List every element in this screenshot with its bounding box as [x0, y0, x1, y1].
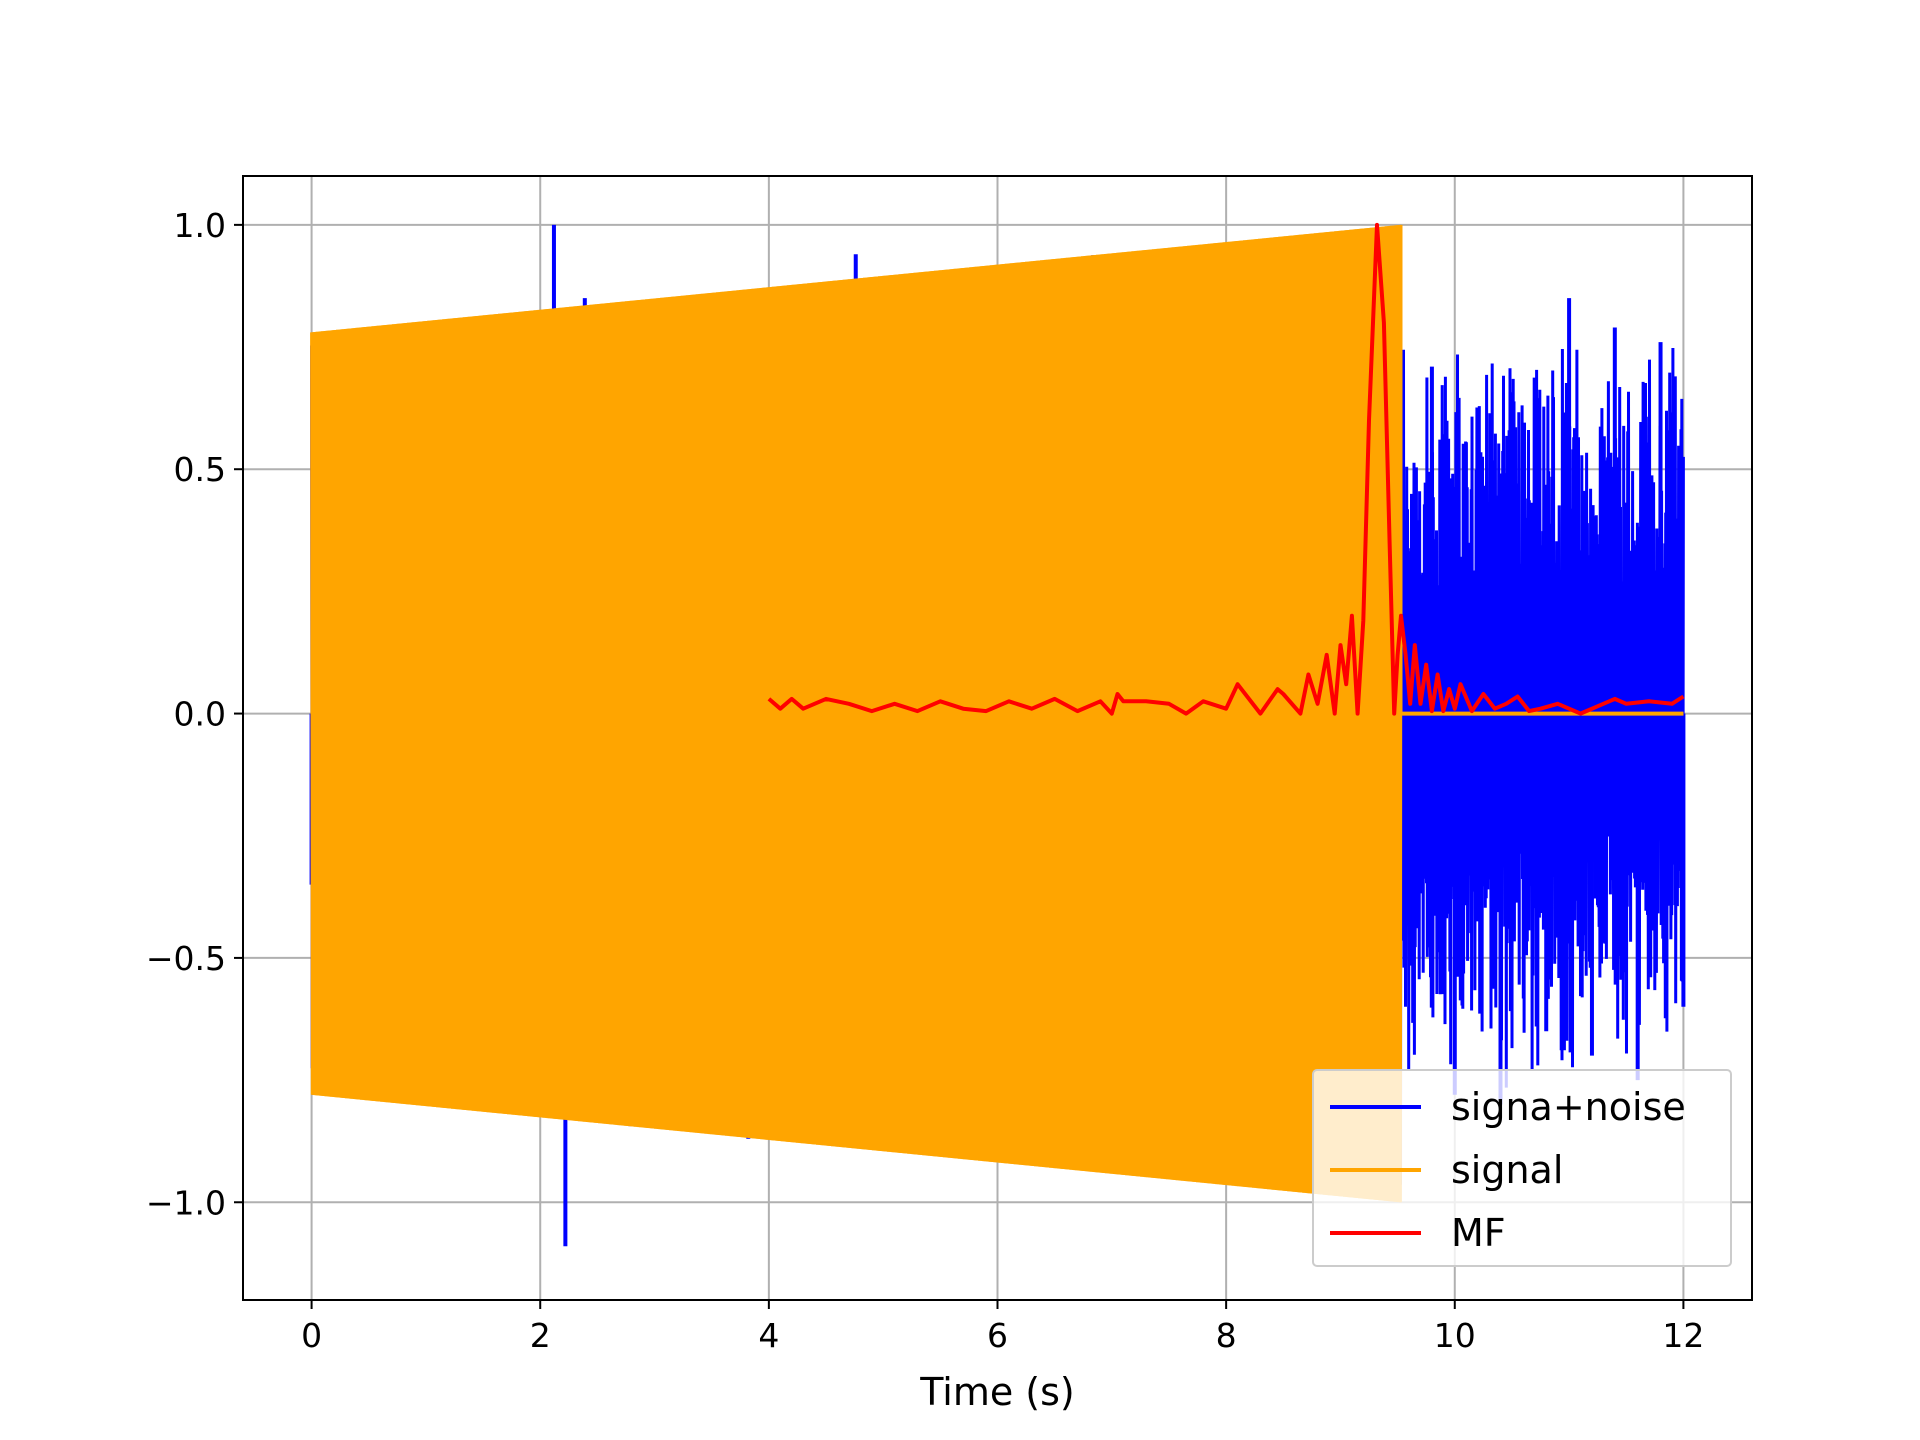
- plot-series: [309, 222, 1686, 1247]
- series-group: [309, 222, 1686, 1247]
- series-signal-envelope: [311, 224, 1402, 1203]
- y-tick-label: 1.0: [174, 206, 226, 245]
- series-signal-line: [310, 224, 1684, 1203]
- x-tick-label: 12: [1662, 1316, 1704, 1355]
- legend-label-mf: MF: [1451, 1211, 1506, 1255]
- y-tick-label: 0.5: [174, 450, 226, 489]
- x-tick-label: 0: [301, 1316, 322, 1355]
- x-tick-label: 8: [1216, 1316, 1237, 1355]
- series-mf-line: [767, 222, 1685, 716]
- x-tick-label: 10: [1434, 1316, 1476, 1355]
- legend-box: [1312, 1069, 1732, 1267]
- y-tick-label: 0.0: [174, 695, 226, 734]
- axis-ticks: 0 2 4 6 8 10 12 −1.0 −0.5 0.0 0.5 1.0: [146, 206, 1705, 1355]
- x-tick-label: 6: [987, 1316, 1008, 1355]
- legend-label-signal: signal: [1451, 1148, 1563, 1192]
- y-tick-label: −1.0: [146, 1183, 226, 1222]
- x-axis-label: Time (s): [919, 1370, 1075, 1414]
- x-tick-label: 4: [758, 1316, 779, 1355]
- y-tick-label: −0.5: [146, 939, 226, 978]
- x-tick-label: 2: [530, 1316, 551, 1355]
- legend: signa+noise signal MF: [1312, 1069, 1732, 1267]
- legend-label-signal-noise: signa+noise: [1451, 1085, 1686, 1129]
